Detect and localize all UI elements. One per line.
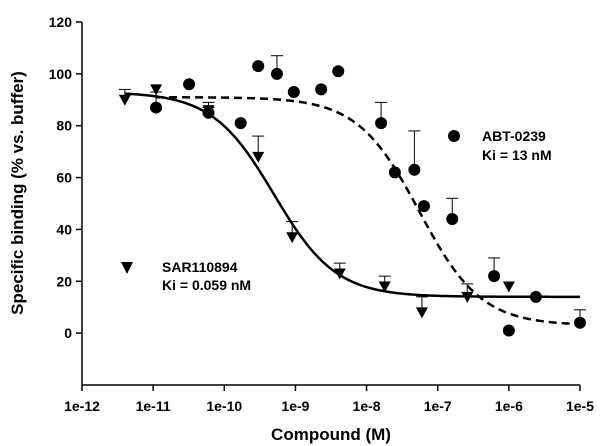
data-point-abt-0239: [574, 316, 586, 329]
data-point-abt-0239: [150, 101, 163, 114]
x-tick-label: 1e-7: [424, 398, 452, 414]
y-tick-label: 60: [56, 170, 72, 186]
legend-sar110894: SAR110894 Ki = 0.059 nM: [121, 259, 251, 293]
data-point-abt-0239: [375, 117, 388, 130]
x-tick-label: 1e-6: [495, 398, 523, 414]
x-tick-label: 1e-11: [136, 398, 171, 414]
data-point-abt-0239: [408, 163, 421, 176]
data-point-sar110894: [252, 151, 265, 163]
data-point-abt-0239: [417, 200, 430, 213]
y-tick-label: 80: [56, 118, 72, 134]
data-point-sar110894: [118, 94, 131, 106]
data-point-abt-0239: [332, 65, 345, 78]
data-point-sar110894: [461, 291, 474, 303]
data-point-abt-0239: [529, 290, 542, 303]
legend-label-abt-0239: ABT-0239: [482, 128, 546, 144]
x-tick-label: 1e-10: [206, 398, 242, 414]
legend-label-sar110894: SAR110894: [162, 259, 238, 275]
data-point-sar110894: [202, 105, 215, 117]
y-tick-label: 20: [56, 273, 72, 289]
y-tick-label: 0: [64, 325, 72, 341]
data-point-abt-0239: [183, 78, 196, 91]
legend-ki-abt-0239: Ki = 13 nM: [482, 147, 552, 163]
x-tick-label: 1e-5: [566, 398, 594, 414]
data-point-sar110894: [378, 281, 391, 293]
data-point-sar110894: [333, 268, 346, 280]
data-point-abt-0239: [446, 213, 459, 226]
data-points: [118, 60, 586, 337]
legend-ki-sar110894: Ki = 0.059 nM: [162, 277, 251, 293]
data-point-abt-0239: [315, 83, 328, 96]
y-tick-label: 120: [49, 14, 73, 30]
x-tick-label: 1e-8: [353, 398, 381, 414]
fit-curve-sar110894: [124, 92, 580, 299]
fit-curve-abt-0239: [156, 95, 581, 326]
data-point-sar110894: [150, 84, 163, 96]
data-point-abt-0239: [287, 86, 300, 99]
axes: 0 20 40 60 80 100 120 1e-12 1e-11 1e-10 1e-9 1e-8 1e…: [49, 14, 595, 414]
fit-curves: [124, 92, 581, 326]
legend-abt-0239: ABT-0239 Ki = 13 nM: [448, 128, 552, 163]
legend-marker-sar110894: [121, 262, 133, 274]
data-point-sar110894: [502, 281, 515, 293]
x-tick-label: 1e-12: [64, 398, 100, 414]
data-point-abt-0239: [252, 60, 265, 73]
data-point-abt-0239: [234, 117, 247, 130]
x-axis-title: Compound (M): [271, 425, 391, 444]
data-point-abt-0239: [502, 324, 515, 337]
legend-marker-abt-0239: [448, 130, 460, 142]
data-point-abt-0239: [270, 67, 283, 80]
x-tick-label: 1e-9: [281, 398, 309, 414]
data-point-abt-0239: [388, 166, 401, 179]
data-point-abt-0239: [488, 270, 501, 283]
y-tick-label: 40: [56, 221, 72, 237]
y-axis-title: Specific binding (% vs. buffer): [8, 71, 27, 315]
data-point-sar110894: [415, 307, 428, 319]
y-tick-label: 100: [49, 66, 73, 82]
data-point-sar110894: [286, 232, 299, 244]
